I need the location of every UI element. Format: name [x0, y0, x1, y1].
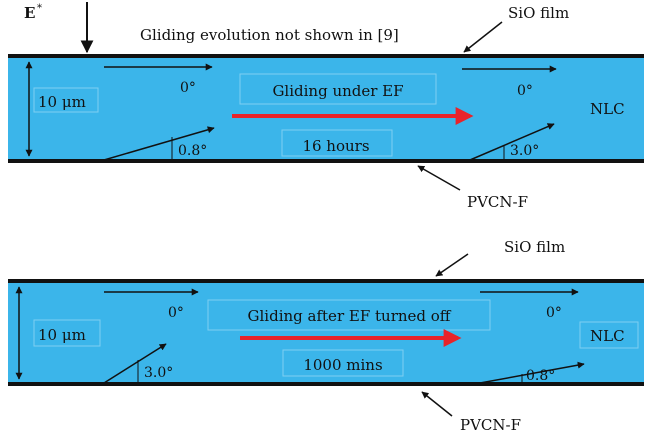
- top-center-title: Gliding under EF: [272, 82, 403, 100]
- bottom-pvcn-pointer-arrow: [421, 391, 453, 417]
- bottom-panel: SiO film 10 μm 0° 0° Gliding after EF tu…: [8, 238, 644, 434]
- bottom-angle-upper-left: 0°: [168, 305, 184, 321]
- bottom-sio-film-label: SiO film: [504, 238, 565, 256]
- top-director-arrow-lower-left: [103, 126, 215, 161]
- bottom-center-time-box: [282, 349, 404, 377]
- bottom-angle-lower-right: 0.8°: [526, 368, 555, 384]
- top-angle-lower-right: 3.0°: [510, 143, 539, 159]
- top-angle-lower-left: 0.8°: [178, 143, 207, 159]
- top-sio-film-label: SiO film: [508, 4, 569, 22]
- bottom-thickness-box: [33, 319, 101, 347]
- field-label-letter: E: [24, 4, 35, 22]
- top-panel: E * Gliding evolution not shown in [9] S…: [8, 2, 644, 211]
- top-pvcn-label: PVCN-F: [467, 193, 528, 211]
- bottom-medium-label: NLC: [590, 327, 625, 345]
- top-note: Gliding evolution not shown in [9]: [140, 26, 399, 44]
- bottom-sio-pointer-arrow: [435, 253, 469, 277]
- svg-text:E: E: [24, 4, 35, 22]
- top-sio-pointer-arrow: [463, 21, 503, 53]
- top-angle-upper-right: 0°: [517, 83, 533, 99]
- top-medium-label: NLC: [590, 100, 625, 118]
- bottom-center-time: 1000 mins: [303, 356, 382, 374]
- top-center-time: 16 hours: [302, 137, 369, 155]
- top-thickness-label: 10 μm: [38, 93, 86, 111]
- bottom-director-arrow-lower-left: [103, 343, 167, 384]
- bottom-center-title: Gliding after EF turned off: [248, 307, 452, 325]
- top-center-title-box: [239, 73, 437, 105]
- bottom-director-arrow-lower-right: [479, 361, 585, 384]
- bottom-angle-upper-right: 0°: [546, 305, 562, 321]
- bottom-angle-lower-left: 3.0°: [144, 365, 173, 381]
- top-director-arrow-lower-right: [469, 123, 555, 161]
- bottom-center-title-box: [207, 299, 491, 331]
- bottom-pvcn-label: PVCN-F: [460, 416, 521, 434]
- top-pvcn-pointer-arrow: [417, 165, 461, 191]
- field-label-superscript: *: [37, 3, 42, 14]
- top-thickness-box: [33, 87, 99, 113]
- top-center-time-box: [281, 129, 393, 157]
- bottom-medium-box: [579, 321, 639, 349]
- top-angle-upper-left: 0°: [180, 80, 196, 96]
- field-label: E *: [24, 3, 42, 22]
- bottom-thickness-label: 10 μm: [38, 326, 86, 344]
